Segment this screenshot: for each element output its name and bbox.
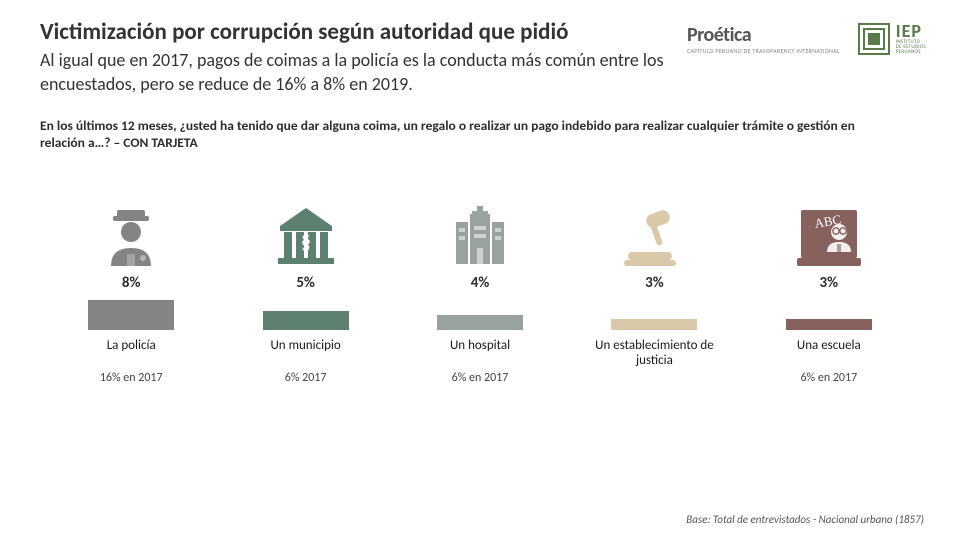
category-label: Un establecimiento de justicia <box>584 338 724 369</box>
bar <box>437 315 523 330</box>
bar <box>786 319 872 330</box>
question-text: En los últimos 12 meses, ¿usted ha tenid… <box>40 117 900 152</box>
chart-item: 3% Un establecimiento de justicia <box>567 190 741 401</box>
iep-logo: IEP INSTITUTO DE ESTUDIOS PERUANOS <box>858 22 926 55</box>
chart-item: 8% La policía 16% en 2017 <box>44 190 218 401</box>
iep-icon <box>858 23 890 55</box>
percent-value: 5% <box>296 274 315 292</box>
building-icon <box>274 190 338 268</box>
logo-bar: Proética CAPÍTULO PERUANO DE TRANSPARENC… <box>687 22 926 55</box>
chart-item: 5% Un municipio 6% 2017 <box>218 190 392 401</box>
footnote: Base: Total de entrevistados - Nacional … <box>686 513 924 526</box>
proetica-subtext: CAPÍTULO PERUANO DE TRANSPARENCY INTERNA… <box>687 48 840 54</box>
previous-value: 6% en 2017 <box>800 371 857 385</box>
category-label: Un municipio <box>270 338 340 354</box>
category-label: La policía <box>107 338 156 354</box>
bar-wrap <box>611 296 697 330</box>
page-subtitle: Al igual que en 2017, pagos de coimas a … <box>40 48 700 97</box>
previous-value: 16% en 2017 <box>100 371 163 385</box>
bar-wrap <box>437 296 523 330</box>
bar <box>611 319 697 330</box>
school-icon <box>797 190 861 268</box>
hospital-icon <box>448 190 512 268</box>
gavel-icon <box>622 190 686 268</box>
percent-value: 3% <box>645 274 664 292</box>
bar-wrap <box>263 296 349 330</box>
previous-value: 6% 2017 <box>285 371 327 385</box>
category-label: Una escuela <box>797 338 861 354</box>
chart-item: 3% Una escuela 6% en 2017 <box>742 190 916 401</box>
bar-wrap <box>786 296 872 330</box>
previous-value: 6% en 2017 <box>452 371 509 385</box>
category-label: Un hospital <box>450 338 510 354</box>
bar <box>88 300 174 330</box>
iep-text: IEP INSTITUTO DE ESTUDIOS PERUANOS <box>896 22 926 55</box>
percent-value: 4% <box>471 274 490 292</box>
proetica-logo: Proética CAPÍTULO PERUANO DE TRANSPARENC… <box>687 23 840 54</box>
bar-wrap <box>88 296 174 330</box>
chart-container: 8% La policía 16% en 2017 5% Un municipi… <box>40 190 920 401</box>
percent-value: 3% <box>820 274 839 292</box>
bar <box>263 311 349 330</box>
chart-item: 4% Un hospital 6% en 2017 <box>393 190 567 401</box>
police-icon <box>99 190 163 268</box>
percent-value: 8% <box>122 274 141 292</box>
proetica-text: Proética <box>687 23 751 47</box>
